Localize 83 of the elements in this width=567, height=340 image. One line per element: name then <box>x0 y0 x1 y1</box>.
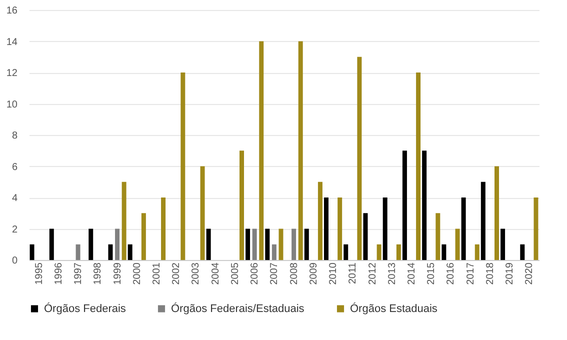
bar <box>357 56 362 260</box>
bar <box>49 228 54 260</box>
x-tick-label: 2018 <box>484 262 496 285</box>
bar <box>76 244 80 260</box>
x-tick-label: 2005 <box>230 262 241 285</box>
x-tick-label: 1996 <box>53 262 64 285</box>
x-tick-label: 2020 <box>524 262 536 285</box>
y-tick-label: 10 <box>6 99 18 110</box>
bar <box>161 198 166 260</box>
x-tick-label: 2014 <box>406 262 418 285</box>
bar <box>480 182 486 260</box>
x-tick-label: 2007 <box>269 262 280 285</box>
bar <box>500 228 506 260</box>
bar <box>494 166 499 260</box>
x-tick-label: 2015 <box>426 262 438 285</box>
bar <box>520 244 525 260</box>
bar <box>474 244 480 260</box>
x-tick-label: 2002 <box>171 262 182 285</box>
bar <box>206 228 211 260</box>
x-tick-label: 2010 <box>328 262 340 285</box>
y-tick-label: 16 <box>6 6 18 16</box>
x-tick-label: 2009 <box>308 262 320 285</box>
bar <box>115 228 120 260</box>
bar <box>396 244 401 260</box>
bar <box>200 166 205 260</box>
legend-label: Órgãos Estaduais <box>350 302 438 315</box>
x-tick-label: 2013 <box>386 262 398 285</box>
bar <box>252 228 257 260</box>
x-tick-label: 2000 <box>132 262 143 285</box>
x-tick-label: 1999 <box>112 262 124 285</box>
x-tick-label: 2017 <box>465 262 476 285</box>
bar <box>259 41 264 260</box>
bar <box>422 150 427 260</box>
bar <box>338 198 342 260</box>
y-tick-label: 0 <box>12 256 18 266</box>
bar <box>455 228 460 260</box>
bar <box>128 244 132 260</box>
legend-label: Órgãos Federais/Estaduais <box>171 302 305 315</box>
x-tick-label: 2011 <box>348 262 359 284</box>
bar <box>141 213 146 260</box>
bar <box>318 182 322 260</box>
bar <box>278 228 284 260</box>
bar <box>298 41 303 260</box>
x-tick-label: 2006 <box>250 262 261 285</box>
x-tick-label: 1998 <box>92 262 104 285</box>
bar <box>376 244 382 260</box>
x-tick-label: 2019 <box>504 262 516 285</box>
bar <box>30 244 34 260</box>
y-tick-label: 8 <box>12 130 18 142</box>
bar <box>442 244 446 260</box>
x-tick-label: 2012 <box>367 262 378 285</box>
bar <box>304 228 309 260</box>
bar <box>272 244 276 260</box>
bar <box>402 150 407 260</box>
bar <box>88 228 94 260</box>
bar <box>382 198 388 260</box>
bar <box>534 198 538 260</box>
bar <box>344 244 348 260</box>
x-tick-label: 1995 <box>34 262 45 285</box>
bar <box>246 228 250 260</box>
x-tick-label: 2016 <box>446 262 457 285</box>
bar <box>324 198 328 260</box>
bar <box>363 213 368 260</box>
y-tick-label: 12 <box>6 68 18 79</box>
bar <box>240 150 244 260</box>
bar <box>265 228 270 260</box>
bar <box>108 244 113 260</box>
bar <box>461 198 466 260</box>
y-tick-label: 4 <box>12 193 18 204</box>
x-tick-label: 1997 <box>73 262 84 285</box>
y-tick-label: 2 <box>12 224 18 236</box>
legend-label: Órgãos Federais <box>44 302 126 315</box>
x-tick-label: 2001 <box>152 262 162 285</box>
y-tick-label: 14 <box>6 36 18 48</box>
bar <box>292 228 296 260</box>
y-tick-label: 6 <box>12 162 18 173</box>
x-tick-label: 2008 <box>288 262 300 285</box>
bar <box>122 182 126 260</box>
x-tick-label: 2003 <box>190 262 202 285</box>
bar <box>436 213 440 260</box>
x-tick-label: 2004 <box>210 262 222 285</box>
bar <box>180 72 186 260</box>
bar <box>416 72 421 260</box>
